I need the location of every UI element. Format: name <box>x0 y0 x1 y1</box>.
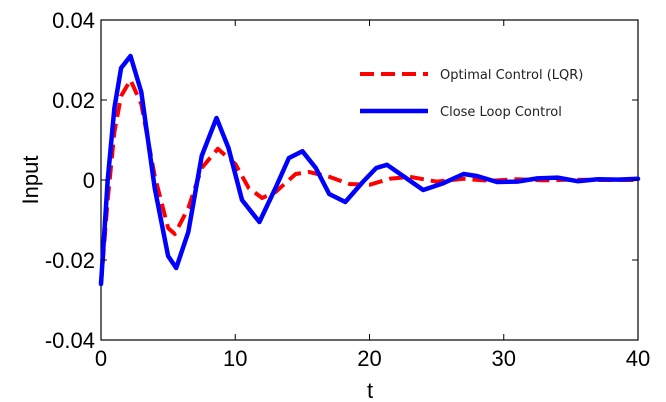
x-axis-label: t <box>367 378 373 402</box>
x-tick-label: 30 <box>492 346 516 371</box>
legend-label-1: Optimal Control (LQR) <box>440 68 583 83</box>
legend: Optimal Control (LQR) Close Loop Control <box>360 68 583 120</box>
x-tick-label: 10 <box>223 346 247 371</box>
x-tick-label: 40 <box>626 346 650 371</box>
y-tick-label: -0.02 <box>45 248 95 273</box>
ticks-layer <box>100 19 639 341</box>
x-tick-label: 20 <box>357 346 381 371</box>
y-axis-label: Input <box>18 156 43 205</box>
y-tick-label: -0.04 <box>45 328 95 353</box>
series-line-2 <box>98 53 641 287</box>
y-tick-label: 0 <box>83 168 95 193</box>
x-tick-label: 0 <box>95 346 107 371</box>
y-tick-label: 0.02 <box>52 88 95 113</box>
tick-labels-layer: 0 10 20 30 40 -0.04 -0.02 0 0.02 0.04 <box>45 8 650 371</box>
legend-label-2: Close Loop Control <box>440 105 562 120</box>
series-layer <box>98 53 641 287</box>
y-tick-label: 0.04 <box>52 8 95 33</box>
